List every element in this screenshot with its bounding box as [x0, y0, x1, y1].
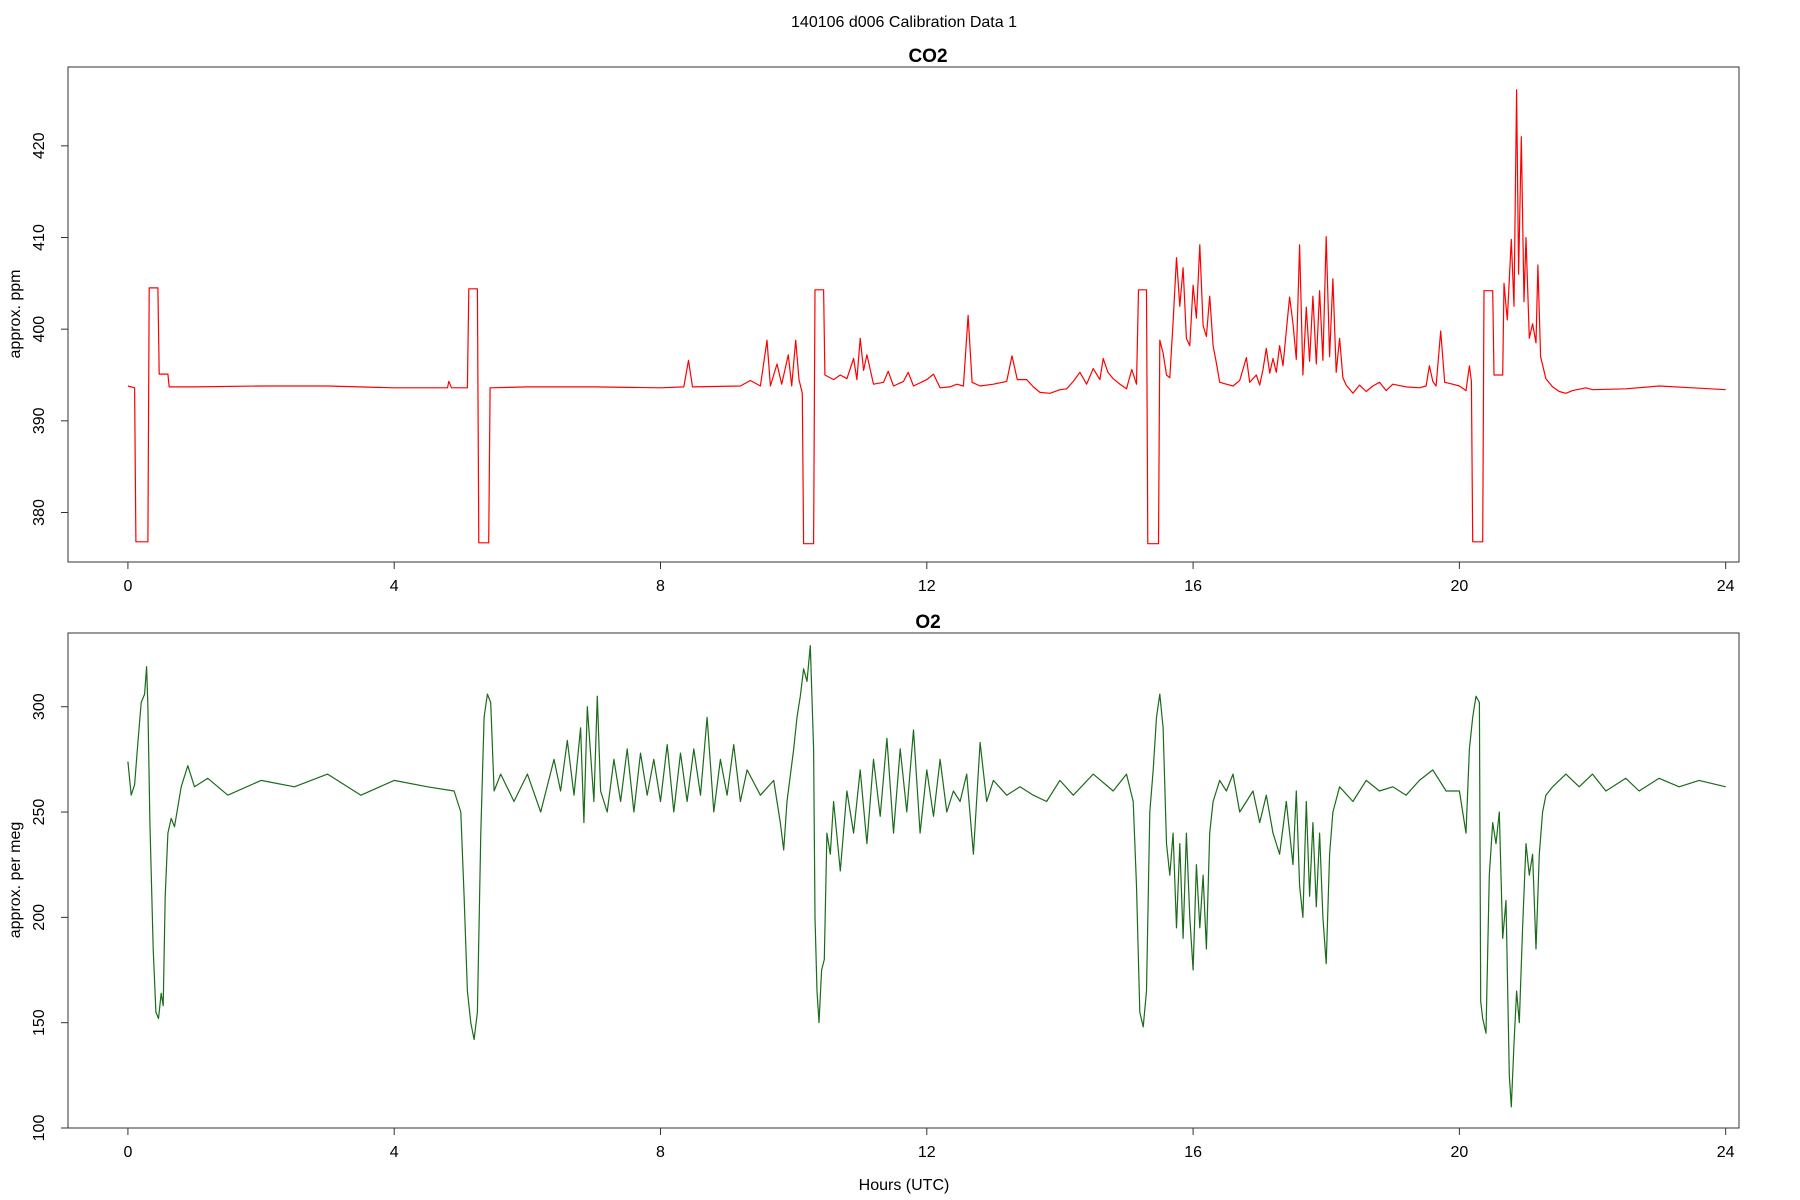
o2-y-tick-label: 250: [31, 799, 48, 826]
co2-x-tick-label: 0: [123, 578, 132, 595]
o2-x-tick-label: 16: [1184, 1144, 1202, 1161]
co2-y-axis-label: approx. ppm: [7, 270, 24, 359]
o2-y-tick-label: 200: [31, 904, 48, 931]
o2-x-tick-label: 0: [123, 1144, 132, 1161]
co2-x-tick-label: 12: [918, 578, 936, 595]
co2-x-tick-label: 16: [1184, 578, 1202, 595]
o2-series-group: [127, 644, 1726, 1108]
co2-series-line: [127, 89, 1726, 545]
o2-x-tick-label: 12: [918, 1144, 936, 1161]
o2-y-tick-label: 300: [31, 693, 48, 720]
co2-x-tick-label: 8: [656, 578, 665, 595]
o2-series-line: [127, 644, 1726, 1108]
co2-y-tick-label: 380: [31, 499, 48, 526]
co2-x-tick-label: 24: [1717, 578, 1735, 595]
o2-y-tick-label: 100: [31, 1115, 48, 1142]
o2-x-tick-label: 4: [390, 1144, 399, 1161]
o2-x-tick-label: 8: [656, 1144, 665, 1161]
figure-suptitle: 140106 d006 Calibration Data 1: [791, 14, 1017, 31]
o2-plot-title: O2: [915, 612, 940, 633]
co2-panel: CO2 0 4 8 12 16 20 24 380 390 400 410 420 approx. …: [7, 46, 1740, 595]
co2-y-axis: 380 390 400 410 420: [31, 132, 69, 526]
co2-y-tick-label: 400: [31, 316, 48, 343]
co2-x-axis: 0 4 8 12 16 20 24: [123, 561, 1735, 595]
co2-x-tick-label: 4: [390, 578, 399, 595]
o2-x-tick-label: 24: [1717, 1144, 1735, 1161]
o2-plot-frame: [67, 632, 1740, 1129]
o2-x-axis-label: Hours (UTC): [859, 1177, 950, 1194]
o2-y-tick-label: 150: [31, 1009, 48, 1036]
o2-panel: O2 0 4 8 12 16 20 24 100 150 200 250 300 approx. p…: [7, 612, 1740, 1194]
co2-y-tick-label: 390: [31, 407, 48, 434]
o2-y-axis: 100 150 200 250 300: [31, 693, 69, 1142]
co2-plot-frame: [67, 66, 1740, 563]
o2-x-axis: 0 4 8 12 16 20 24: [123, 1127, 1735, 1161]
co2-plot-title: CO2: [908, 46, 947, 67]
o2-y-axis-label: approx. per meg: [7, 822, 24, 939]
co2-y-tick-label: 410: [31, 224, 48, 251]
co2-y-tick-label: 420: [31, 132, 48, 159]
co2-series-group: [127, 89, 1726, 545]
o2-x-tick-label: 20: [1450, 1144, 1468, 1161]
co2-x-tick-label: 20: [1450, 578, 1468, 595]
